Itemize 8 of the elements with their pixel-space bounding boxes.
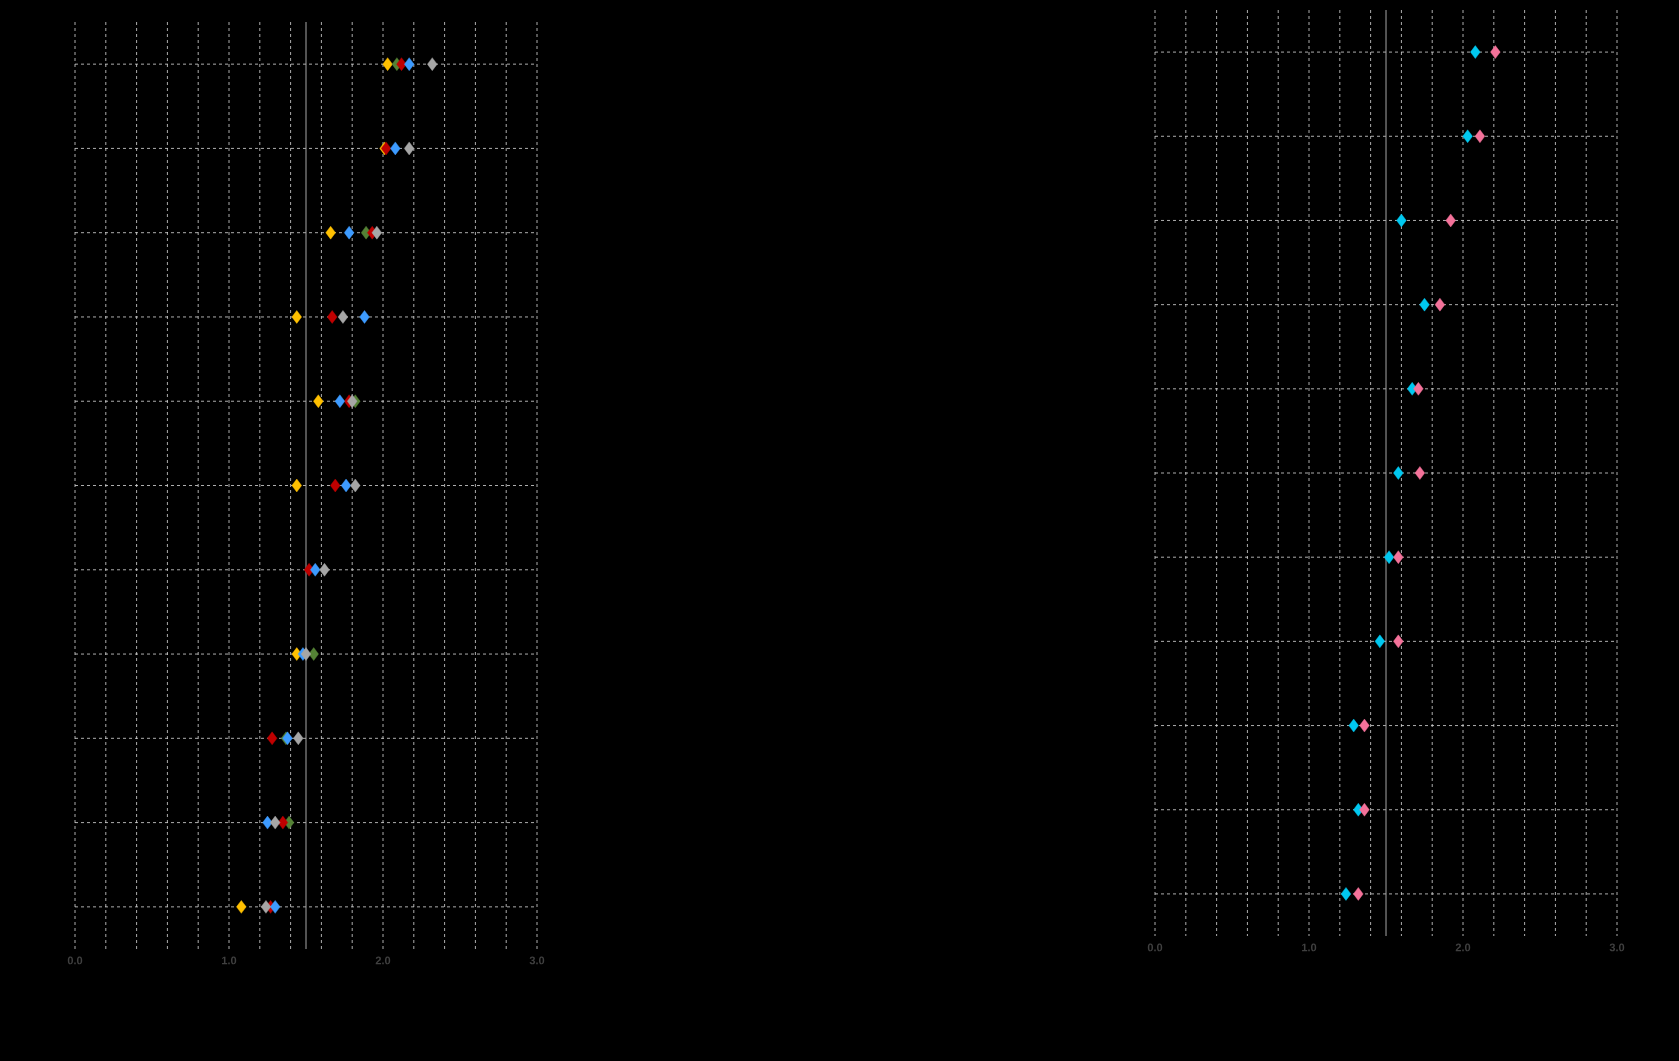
x-tick-label: 3.0 (529, 956, 545, 965)
x-tick-label: 0.0 (1147, 943, 1163, 952)
x-tick-label: 3.0 (1609, 943, 1625, 952)
x-tick-label: 2.0 (375, 956, 391, 965)
x-tick-label: 2.0 (1455, 943, 1471, 952)
x-tick-label: 1.0 (222, 956, 237, 965)
x-tick-label: 0.0 (67, 956, 83, 965)
x-tick-label: 1.0 (1302, 943, 1317, 952)
